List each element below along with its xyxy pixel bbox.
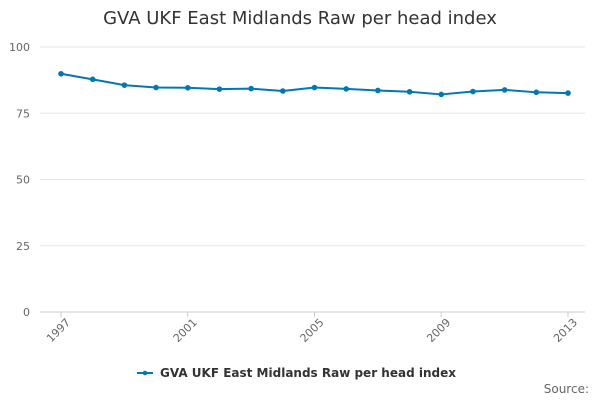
x-tick-label: 2013: [551, 316, 580, 345]
data-point-1999[interactable]: [121, 82, 128, 88]
data-point-2004[interactable]: [280, 88, 286, 94]
data-point-2012[interactable]: [533, 89, 540, 96]
source-label: Source:: [544, 382, 589, 396]
data-point-2009[interactable]: [438, 91, 445, 98]
x-tick-label: 2005: [298, 316, 327, 345]
x-axis: [40, 311, 585, 317]
data-point-2005[interactable]: [311, 84, 318, 91]
data-point-1998[interactable]: [89, 76, 96, 83]
data-point-2000[interactable]: [153, 84, 159, 91]
x-tick-label: 2009: [424, 316, 453, 345]
grid-lines: [40, 46, 585, 247]
y-tick-label: 50: [16, 174, 30, 187]
data-point-2002[interactable]: [216, 86, 223, 92]
y-tick-label: 75: [16, 107, 30, 120]
x-tick-label: 2001: [171, 316, 200, 345]
data-point-2007[interactable]: [375, 87, 381, 94]
legend[interactable]: GVA UKF East Midlands Raw per head index: [137, 366, 456, 380]
data-point-1997[interactable]: [58, 70, 64, 77]
data-point-2011[interactable]: [501, 87, 508, 93]
y-axis-labels: 0 25 50 75 100: [9, 41, 30, 319]
y-tick-label: 100: [9, 41, 30, 54]
series-layer: [58, 70, 571, 98]
data-point-2006[interactable]: [343, 86, 349, 92]
data-point-2003[interactable]: [248, 85, 254, 92]
series-line[interactable]: [60, 72, 569, 96]
y-tick-label: 25: [16, 240, 30, 253]
x-axis-labels: 1997 2001 2005 2009 2013: [44, 316, 580, 345]
x-tick-label: 1997: [44, 316, 73, 345]
data-point-2010[interactable]: [470, 88, 476, 95]
legend-label: GVA UKF East Midlands Raw per head index: [160, 366, 456, 380]
data-point-2013[interactable]: [565, 90, 571, 96]
data-point-2008[interactable]: [406, 88, 413, 95]
chart-title: GVA UKF East Midlands Raw per head index: [103, 8, 497, 29]
data-point-2001[interactable]: [184, 85, 191, 91]
legend-marker: [142, 370, 148, 376]
y-tick-label: 0: [23, 306, 30, 319]
